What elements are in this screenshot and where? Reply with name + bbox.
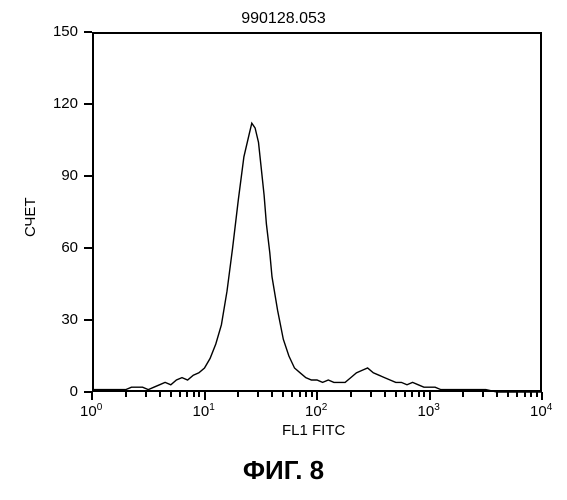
x-minor-tick bbox=[179, 392, 181, 397]
x-minor-tick bbox=[462, 392, 464, 397]
x-minor-tick bbox=[536, 392, 538, 397]
x-minor-tick bbox=[159, 392, 161, 397]
x-minor-tick bbox=[170, 392, 172, 397]
x-minor-tick bbox=[282, 392, 284, 397]
x-minor-tick bbox=[482, 392, 484, 397]
x-minor-tick bbox=[145, 392, 147, 397]
x-tick bbox=[541, 392, 543, 400]
x-tick-label: 104 bbox=[530, 402, 552, 420]
y-tick bbox=[84, 175, 92, 177]
x-minor-tick bbox=[370, 392, 372, 397]
y-tick-label: 120 bbox=[44, 95, 78, 112]
x-minor-tick bbox=[299, 392, 301, 397]
x-tick-label: 103 bbox=[418, 402, 440, 420]
x-minor-tick bbox=[530, 392, 532, 397]
x-minor-tick bbox=[237, 392, 239, 397]
y-tick bbox=[84, 247, 92, 249]
y-tick-label: 60 bbox=[44, 239, 78, 256]
x-tick bbox=[429, 392, 431, 400]
x-minor-tick bbox=[404, 392, 406, 397]
x-minor-tick bbox=[411, 392, 413, 397]
y-tick-label: 90 bbox=[44, 167, 78, 184]
x-minor-tick bbox=[291, 392, 293, 397]
x-minor-tick bbox=[198, 392, 200, 397]
x-minor-tick bbox=[350, 392, 352, 397]
y-tick-label: 150 bbox=[44, 23, 78, 40]
y-tick bbox=[84, 319, 92, 321]
x-minor-tick bbox=[423, 392, 425, 397]
x-minor-tick bbox=[496, 392, 498, 397]
x-minor-tick bbox=[125, 392, 127, 397]
x-minor-tick bbox=[395, 392, 397, 397]
figure-container: 990128.053 СЧЕТ FL1 FITC ФИГ. 8 03060901… bbox=[0, 0, 567, 500]
x-tick-label: 101 bbox=[193, 402, 215, 420]
x-tick-label: 100 bbox=[80, 402, 102, 420]
y-tick-label: 30 bbox=[44, 311, 78, 328]
y-tick-label: 0 bbox=[44, 383, 78, 400]
y-tick bbox=[84, 103, 92, 105]
x-tick-label: 102 bbox=[305, 402, 327, 420]
x-minor-tick bbox=[418, 392, 420, 397]
x-minor-tick bbox=[271, 392, 273, 397]
x-minor-tick bbox=[186, 392, 188, 397]
y-tick bbox=[84, 31, 92, 33]
x-minor-tick bbox=[305, 392, 307, 397]
x-minor-tick bbox=[257, 392, 259, 397]
x-minor-tick bbox=[516, 392, 518, 397]
x-minor-tick bbox=[311, 392, 313, 397]
x-tick bbox=[204, 392, 206, 400]
x-minor-tick bbox=[384, 392, 386, 397]
x-minor-tick bbox=[507, 392, 509, 397]
figure-caption: ФИГ. 8 bbox=[0, 455, 567, 486]
x-minor-tick bbox=[193, 392, 195, 397]
x-tick bbox=[316, 392, 318, 400]
x-minor-tick bbox=[524, 392, 526, 397]
histogram-trace bbox=[0, 0, 567, 500]
histogram-path bbox=[92, 123, 542, 392]
x-tick bbox=[91, 392, 93, 400]
